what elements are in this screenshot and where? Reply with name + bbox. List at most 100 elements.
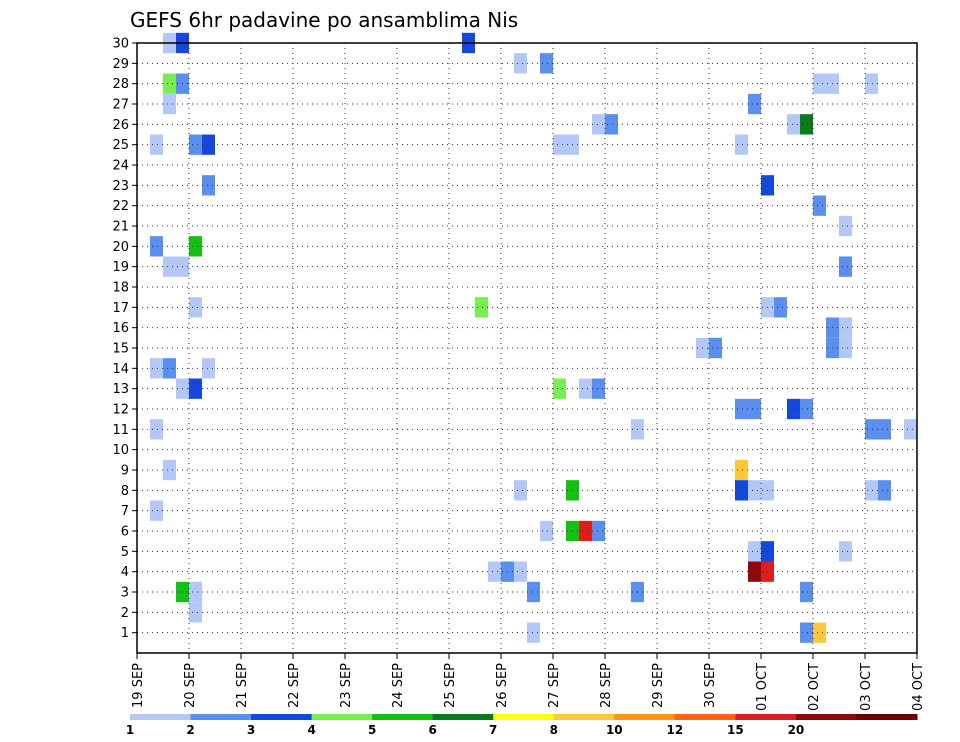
precip-cell: [839, 541, 852, 562]
precip-cell: [150, 358, 163, 379]
precip-cell: [189, 581, 202, 603]
precip-cell: [709, 337, 722, 359]
x-tick-label: 27 SEP: [547, 663, 562, 708]
precip-cell: [189, 378, 202, 399]
y-tick-label: 3: [121, 586, 129, 601]
y-tick-label: 13: [112, 382, 129, 397]
x-tick-label: 03 OCT: [859, 663, 874, 711]
x-tick-label: 21 SEP: [235, 663, 250, 708]
precip-cell: [878, 480, 891, 501]
precip-cell: [150, 134, 163, 155]
y-tick-label: 24: [112, 159, 129, 174]
y-tick-label: 5: [121, 545, 129, 560]
precip-cell: [189, 297, 202, 318]
precip-cell: [800, 622, 813, 643]
precip-cell: [735, 134, 748, 155]
colorbar-label: 6: [429, 723, 437, 737]
precip-cell: [800, 114, 813, 135]
colorbar-label: 8: [550, 723, 558, 737]
precip-cell: [163, 358, 176, 379]
precip-cell: [839, 317, 852, 338]
precip-cell: [514, 53, 527, 74]
precip-cell: [839, 337, 852, 359]
precip-cell: [800, 398, 813, 420]
precip-cell: [189, 134, 202, 155]
colorbar-label: 15: [727, 723, 744, 737]
precip-cell: [592, 378, 605, 399]
y-tick-label: 18: [112, 281, 129, 296]
precip-cell: [202, 358, 215, 379]
precip-cell: [488, 561, 501, 582]
precip-cell: [839, 215, 852, 237]
y-tick-label: 30: [112, 37, 129, 52]
precip-cell: [748, 541, 761, 562]
precip-cell: [202, 175, 215, 196]
colorbar-segment: [795, 714, 857, 720]
colorbar-segment: [311, 714, 373, 720]
colorbar-label: 4: [307, 723, 315, 737]
y-tick-label: 7: [121, 504, 129, 519]
precip-cell: [579, 378, 592, 399]
precip-cell: [813, 73, 826, 94]
y-tick-label: 26: [112, 118, 129, 133]
precip-cell: [813, 195, 826, 216]
colorbar-label: 3: [247, 723, 255, 737]
precip-cell: [527, 581, 540, 603]
y-tick-label: 16: [112, 321, 129, 336]
precip-cell: [475, 297, 488, 318]
colorbar-segment: [735, 714, 797, 720]
colorbar-label: 5: [368, 723, 376, 737]
precip-cell: [189, 236, 202, 257]
precip-cell: [202, 134, 215, 155]
y-tick-label: 2: [121, 606, 129, 621]
precip-cell: [839, 256, 852, 277]
precip-cell: [735, 459, 748, 481]
precip-cell: [748, 398, 761, 420]
y-tick-label: 20: [112, 240, 129, 255]
precip-cell: [735, 398, 748, 420]
y-tick-label: 14: [112, 362, 129, 377]
y-tick-label: 25: [112, 138, 129, 153]
colorbar-label: 2: [186, 723, 194, 737]
x-axis: 19 SEP 20 SEP 21 SEP 22 SEP 23 SEP 24 SEP 25 S…: [131, 653, 926, 711]
precip-cell: [163, 256, 176, 277]
precip-cell: [904, 419, 917, 440]
precip-cell: [592, 114, 605, 135]
colorbar-label: 20: [788, 723, 805, 737]
precip-cell: [865, 73, 878, 94]
precip-cell: [527, 622, 540, 643]
colorbar-label: 10: [606, 723, 623, 737]
precip-cell: [540, 53, 553, 74]
y-tick-label: 1: [121, 626, 129, 641]
precip-cell: [540, 520, 553, 542]
cell-layer: [150, 32, 917, 643]
precip-cell: [150, 236, 163, 257]
x-tick-label: 29 SEP: [651, 663, 666, 708]
colorbar-segment: [674, 714, 736, 720]
precip-cell: [813, 622, 826, 643]
y-tick-label: 8: [121, 484, 129, 499]
y-tick-label: 9: [121, 464, 129, 479]
precip-cell: [553, 134, 566, 155]
x-tick-label: 25 SEP: [443, 663, 458, 708]
precip-cell: [774, 297, 787, 318]
y-axis: 1234567891011121314151617181920212223242…: [112, 37, 137, 641]
precip-cell: [189, 602, 202, 623]
y-tick-label: 23: [112, 179, 129, 194]
colorbar-segment: [856, 714, 918, 720]
y-tick-label: 21: [112, 220, 129, 235]
y-tick-label: 6: [121, 525, 129, 540]
precip-cell: [865, 480, 878, 501]
precip-cell: [553, 378, 566, 399]
x-tick-label: 28 SEP: [599, 663, 614, 708]
colorbar: 1 2 3 4 5 6 7 8 10 12 15 20: [126, 714, 918, 737]
precip-cell: [878, 419, 891, 440]
precip-cell: [579, 520, 592, 542]
y-tick-label: 19: [112, 260, 129, 275]
x-tick-label: 02 OCT: [807, 663, 822, 711]
precip-cell: [150, 419, 163, 440]
precip-cell: [592, 520, 605, 542]
precip-cell: [748, 561, 761, 582]
x-tick-label: 22 SEP: [287, 663, 302, 708]
precip-cell: [163, 73, 176, 94]
